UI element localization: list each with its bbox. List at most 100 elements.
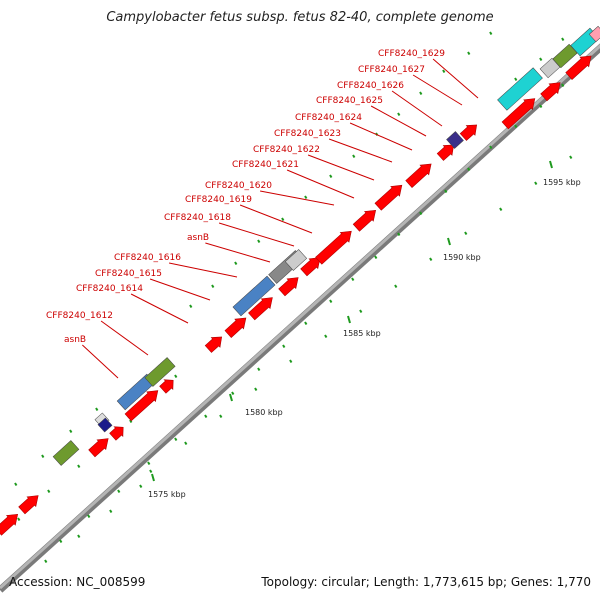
gene-arrow-shape	[18, 495, 39, 515]
navy-feature	[97, 417, 113, 433]
tick-mark	[257, 239, 261, 244]
gene-arrow	[352, 209, 377, 232]
leader-line	[328, 138, 393, 163]
major-tick-mark	[229, 393, 233, 402]
map-title: Campylobacter fetus subsp. fetus 82-40, …	[106, 10, 494, 25]
tick-mark	[304, 195, 308, 200]
leader-line	[218, 222, 295, 247]
tick-mark	[41, 454, 45, 459]
green-feature	[144, 357, 176, 387]
label-leader-lines	[82, 58, 479, 379]
purple-feature	[446, 131, 464, 149]
gene-arrow	[436, 144, 455, 161]
tick-mark	[47, 489, 51, 494]
tick-mark	[77, 464, 81, 469]
cyan-feature	[497, 67, 543, 111]
green-feature-shape	[52, 440, 80, 466]
gene-arrow-shape	[0, 513, 19, 536]
major-tick-mark	[447, 237, 451, 246]
gene-arrow	[565, 55, 592, 80]
tick-mark	[419, 91, 423, 96]
gene-arrow-shape	[565, 55, 592, 80]
tick-mark	[69, 429, 73, 434]
tick-mark	[374, 255, 378, 260]
tick-mark	[282, 344, 286, 349]
leader-line	[168, 262, 238, 278]
gene-arrow	[459, 124, 478, 141]
tick-mark	[219, 414, 223, 419]
gene-arrow-shape	[436, 144, 455, 161]
gene-label: asnB	[64, 335, 86, 345]
tick-mark	[289, 359, 293, 364]
blue-feature	[232, 275, 276, 317]
leader-line	[432, 58, 479, 99]
gene-arrow	[374, 184, 403, 211]
tick-mark	[464, 231, 468, 236]
tick-labels: 1575 kbp 1580 kbp 1585 kbp 1590 kbp 1595 kbp	[148, 178, 581, 499]
tick-mark	[139, 484, 143, 489]
gene-arrow-shape	[501, 98, 536, 130]
tick-label: 1575 kbp	[148, 490, 186, 499]
purple-feature-shape	[446, 131, 464, 149]
gene-arrow-shape	[459, 124, 478, 141]
gene-arrow-shape	[278, 277, 299, 297]
tick-mark	[184, 441, 188, 446]
tick-mark	[117, 489, 121, 494]
gene-label: CFF8240_1623	[274, 129, 341, 139]
green-feature-shape	[144, 357, 176, 387]
gene-arrow	[248, 297, 273, 321]
tick-mark	[254, 387, 258, 392]
tick-mark	[17, 517, 21, 522]
tick-mark	[87, 514, 91, 519]
pink-feature	[588, 25, 600, 43]
tick-mark	[174, 437, 178, 442]
green-feature	[52, 440, 80, 466]
tick-mark	[329, 299, 333, 304]
tick-mark	[489, 31, 493, 36]
tick-mark	[539, 57, 543, 62]
gene-label: CFF8240_1627	[358, 65, 425, 75]
gene-label: CFF8240_1625	[316, 96, 383, 106]
tick-mark	[442, 69, 446, 74]
leader-line	[412, 74, 463, 106]
tick-mark	[561, 83, 565, 88]
gene-arrow	[124, 390, 159, 422]
gene-arrow-shape	[224, 317, 247, 338]
gene-label: CFF8240_1619	[185, 195, 252, 205]
tick-label: 1590 kbp	[443, 253, 481, 262]
tick-mark	[489, 145, 493, 150]
gene-label: CFF8240_1612	[46, 311, 113, 321]
tick-mark	[129, 419, 133, 424]
gene-label: CFF8240_1621	[232, 160, 299, 170]
gene-arrow-shape	[540, 82, 561, 102]
tick-mark	[514, 124, 518, 129]
lightgray-feature	[284, 249, 308, 271]
gene-arrow-shape	[405, 163, 432, 188]
gene-arrow-shape	[109, 426, 124, 441]
tick-mark	[397, 232, 401, 237]
leader-line	[349, 122, 413, 151]
gene-arrow-shape	[88, 438, 109, 458]
gene-arrow-shape	[300, 257, 321, 277]
gene-arrow-shape	[124, 390, 159, 422]
tick-mark	[174, 374, 178, 379]
leader-line	[100, 320, 149, 356]
gene-label: CFF8240_1624	[295, 113, 362, 123]
tick-mark	[499, 207, 503, 212]
major-tick-mark	[347, 315, 351, 324]
gene-label: CFF8240_1614	[76, 284, 143, 294]
gene-arrow	[88, 438, 109, 458]
leader-line	[391, 90, 443, 127]
tick-mark	[569, 155, 573, 160]
tick-mark	[304, 321, 308, 326]
gene-arrow-shape	[374, 184, 403, 211]
tick-mark	[109, 509, 113, 514]
leader-line	[259, 190, 335, 206]
gene-label: CFF8240_1626	[337, 81, 404, 91]
gene-arrow	[159, 379, 174, 394]
leader-line	[307, 154, 375, 181]
blue-feature-shape	[232, 275, 276, 317]
gene-arrow	[315, 230, 352, 265]
gene-arrow-shape	[248, 297, 273, 321]
